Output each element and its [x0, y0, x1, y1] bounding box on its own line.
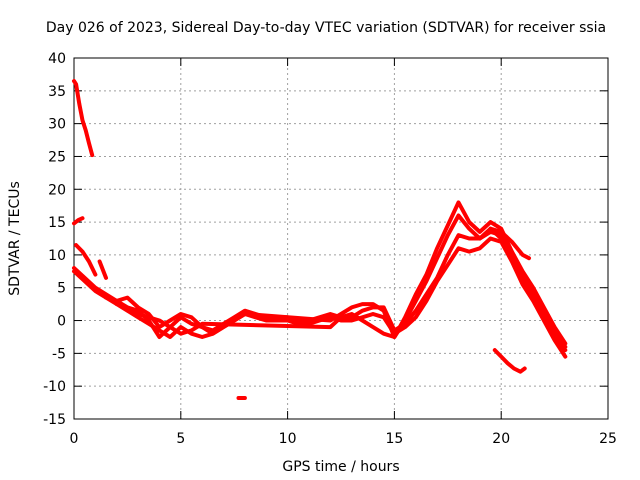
series-segment-11: [74, 243, 98, 277]
y-tick-label: 20: [48, 182, 66, 198]
y-axis-label: SDTVAR / TECUs: [7, 181, 23, 296]
series-spike-top: [72, 79, 95, 158]
series-lower-arc: [492, 348, 527, 374]
y-tick-label: 35: [48, 84, 66, 100]
y-tick-label: -5: [52, 346, 66, 362]
series-trace-b: [72, 236, 568, 359]
y-tick-label: 25: [48, 149, 66, 165]
x-tick-label: 20: [492, 431, 510, 447]
series-segment-15: [72, 216, 85, 226]
y-tick-label: 0: [57, 314, 66, 330]
series-group: [72, 79, 568, 400]
plot-frame: [73, 57, 609, 420]
series-segment-9: [97, 259, 108, 280]
y-tick-label: 40: [48, 51, 66, 67]
y-tick-label: -15: [43, 412, 66, 428]
axis-ticks: 0 5 10 15 20 25 -15 -10 -5 0 5 10 15 20 25 30 35 40: [43, 51, 617, 447]
grid: [74, 58, 608, 419]
x-tick-label: 15: [385, 431, 403, 447]
series-trace-a: [72, 229, 568, 353]
y-tick-label: 15: [48, 215, 66, 231]
x-tick-label: 0: [70, 431, 79, 447]
x-tick-label: 5: [176, 431, 185, 447]
chart-title: Day 026 of 2023, Sidereal Day-to-day VTE…: [46, 20, 606, 36]
x-tick-label: 10: [279, 431, 297, 447]
series-trace-c: [104, 213, 568, 349]
y-tick-label: 5: [57, 281, 66, 297]
x-axis-label: GPS time / hours: [282, 459, 399, 475]
x-tick-label: 25: [599, 431, 617, 447]
y-tick-label: -10: [43, 379, 66, 395]
y-tick-label: 30: [48, 117, 66, 133]
series-late-branch: [488, 226, 531, 261]
y-tick-label: 10: [48, 248, 66, 264]
series-trace-d: [114, 200, 568, 346]
